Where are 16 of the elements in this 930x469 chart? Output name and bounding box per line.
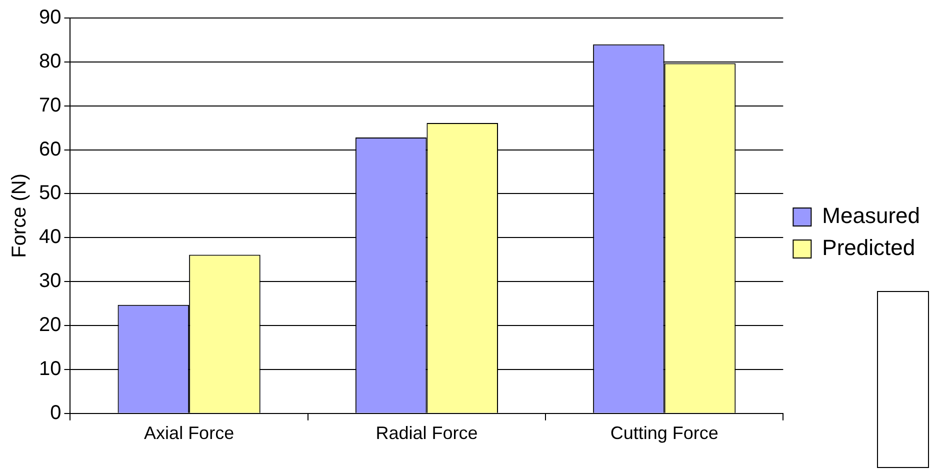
y-tick-label: 80: [38, 50, 62, 72]
y-tick-label: 20: [38, 314, 62, 336]
y-axis-title: Force (N): [8, 173, 31, 258]
legend-label: Measured: [822, 203, 920, 228]
y-tick-label: 60: [38, 138, 62, 160]
y-tick-label: 90: [38, 6, 62, 29]
y-tick-label: 40: [38, 226, 62, 248]
y-tick-label: 10: [38, 358, 62, 380]
y-tick-label: 30: [38, 270, 62, 292]
x-tick-label: Radial Force: [376, 423, 478, 444]
x-tick-label: Axial Force: [144, 423, 234, 444]
y-tick-label: 70: [38, 94, 62, 116]
legend-label: Predicted: [822, 235, 916, 260]
y-tick-label: 50: [38, 182, 62, 204]
x-tick-label: Cutting Force: [610, 423, 718, 444]
y-tick-label: 0: [50, 402, 62, 424]
